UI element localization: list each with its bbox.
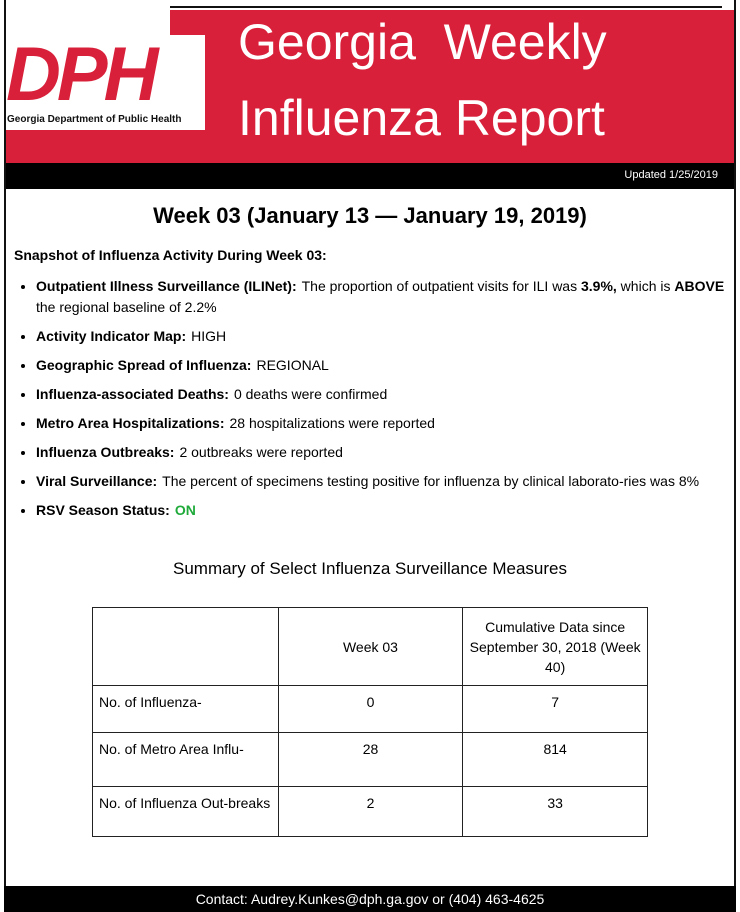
page-frame [4,0,736,912]
bullet-text: 0 deaths were confirmed [233,386,388,402]
logo-subtitle: Georgia Department of Public Health [7,114,182,125]
row-label: No. of Metro Area Influ- [92,732,279,787]
value-cell: 7 [462,685,648,733]
bullet-text: The percent of specimens testing positiv… [162,473,700,489]
bullet-text: 28 hospitalizations were reported [229,415,435,431]
table-row: No. of Metro Area Influ- 28 814 [92,732,648,787]
value-cell: 28 [277,732,464,787]
snapshot-heading: Snapshot of Influenza Activity During We… [14,247,327,263]
updated-date: Updated 1/25/2019 [624,169,718,181]
bullet-text: the regional baseline of 2.2% [36,299,217,315]
bullet-text: 2 outbreaks were reported [179,444,343,460]
bullet: Influenza-associated Deaths:0 deaths wer… [36,384,736,405]
logo: DPH Georgia Department of Public Health [4,35,205,130]
header-cell [92,607,279,686]
value-cell: 814 [462,732,648,787]
bullet: Viral Surveillance:The percent of specim… [36,471,736,492]
header-cell: Week 03 [277,607,464,686]
header-cell: Cumulative Data since September 30, 2018… [462,607,648,686]
bullet-text: The proportion of outpatient visits for … [301,278,581,294]
bullet-text: ABOVE [674,278,725,294]
header-corner [4,10,170,35]
bullet-label: Metro Area Hospitalizations: [36,415,225,431]
bullet-text: which is [616,278,675,294]
header-rule [170,6,722,8]
value-cell: 33 [462,786,648,837]
header-row: Week 03 Cumulative Data since September 3… [92,607,648,686]
table-row: No. of Influenza- 0 7 [92,685,648,733]
bullet-label: Influenza-associated Deaths: [36,386,229,402]
bullet: Outpatient Illness Surveillance (ILINet)… [36,276,736,318]
logo-text: DPH [6,32,158,117]
bullet-label: RSV Season Status: [36,502,170,518]
bullet: RSV Season Status:ON [36,500,736,521]
value-cell: 0 [277,685,464,733]
row-label: No. of Influenza Out-breaks [92,786,279,837]
week-heading: Week 03 (January 13 — January 19, 2019) [153,203,587,228]
title-line: Georgia Weekly [238,14,607,70]
bullet: Metro Area Hospitalizations:28 hospitali… [36,413,736,434]
updated-bar [4,163,736,189]
bullet-text: 3.9%, [580,278,617,294]
footer: Contact: Audrey.Kunkes@dph.ga.gov or (40… [4,886,736,912]
bullet-text: REGIONAL [256,357,329,373]
bullet-label: Activity Indicator Map: [36,328,187,344]
bullet-list: Outpatient Illness Surveillance (ILINet)… [14,276,736,529]
bullet-text: HIGH [191,328,227,344]
bullet-label: Geographic Spread of Influenza: [36,357,252,373]
bullet-label: Outpatient Illness Surveillance (ILINet)… [36,278,297,294]
table-title: Summary of Select Influenza Surveillance… [172,559,567,578]
row-label: No. of Influenza- [92,685,279,733]
title-line: Influenza Report [238,90,605,146]
bullet-label: Influenza Outbreaks: [36,444,175,460]
table-row: No. of Influenza Out-breaks 2 33 [92,786,648,837]
value-cell: 2 [277,786,464,837]
bullet: Activity Indicator Map:HIGH [36,326,736,347]
bullet-text: ON [174,502,196,518]
bullet-label: Viral Surveillance: [36,473,158,489]
bullet: Influenza Outbreaks:2 outbreaks were rep… [36,442,736,463]
summary-table: Week 03 Cumulative Data since September 3… [92,607,648,837]
bullet: Geographic Spread of Influenza:REGIONAL [36,355,736,376]
